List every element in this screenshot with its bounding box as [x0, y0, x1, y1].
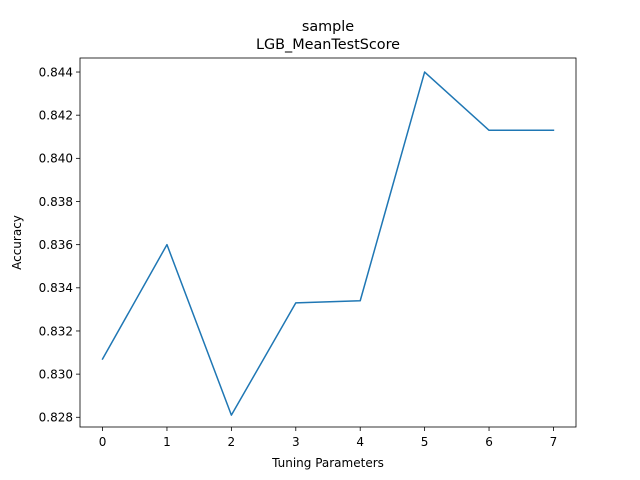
x-tick-label: 4 — [356, 435, 364, 449]
x-axis-label: Tuning Parameters — [271, 456, 384, 470]
y-tick-label: 0.844 — [39, 65, 73, 79]
x-tick-label: 6 — [485, 435, 493, 449]
series-line — [101, 71, 555, 416]
x-tick-label: 1 — [163, 435, 171, 449]
plot-frame — [79, 57, 577, 428]
y-axis-label: Accuracy — [10, 215, 24, 270]
chart-title: sample — [302, 19, 354, 35]
y-tick-label: 0.830 — [39, 367, 73, 381]
x-tick-label: 5 — [421, 435, 429, 449]
y-tick-label: 0.838 — [39, 195, 73, 209]
y-tick-label: 0.834 — [39, 281, 73, 295]
chart-subtitle: LGB_MeanTestScore — [256, 37, 400, 53]
y-tick-label: 0.840 — [39, 152, 73, 166]
x-tick-label: 0 — [99, 435, 107, 449]
y-tick-label: 0.832 — [39, 324, 73, 338]
y-tick-label: 0.842 — [39, 108, 73, 122]
y-tick-label: 0.828 — [39, 411, 73, 425]
y-tick-label: 0.836 — [39, 238, 73, 252]
plot-area: 0 1 2 3 4 5 6 7 0.828 0.830 0.832 0.834 0.836 0.838 0.… — [39, 65, 558, 449]
x-tick-label: 2 — [228, 435, 236, 449]
x-tick-label: 3 — [292, 435, 300, 449]
x-tick-label: 7 — [550, 435, 558, 449]
